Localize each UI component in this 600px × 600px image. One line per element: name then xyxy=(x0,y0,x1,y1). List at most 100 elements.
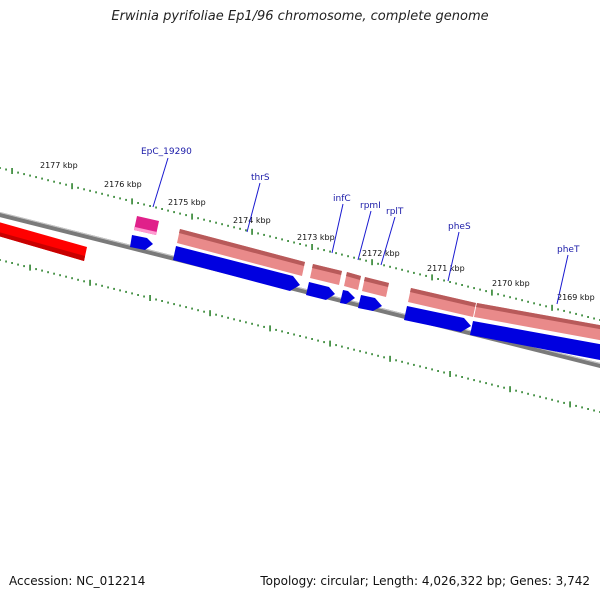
minor-tick xyxy=(251,322,253,325)
scale-label: 2170 kbp xyxy=(492,279,530,288)
minor-tick xyxy=(293,241,295,244)
gene-label: rpmI xyxy=(360,201,381,211)
minor-tick xyxy=(215,221,217,224)
minor-tick xyxy=(41,177,43,180)
major-tick xyxy=(569,401,571,408)
minor-tick xyxy=(359,350,361,353)
minor-tick xyxy=(437,370,439,372)
cds-EpC_19290 xyxy=(130,235,153,250)
minor-tick xyxy=(17,263,19,266)
minor-tick xyxy=(497,385,499,388)
minor-tick xyxy=(473,379,475,382)
minor-tick xyxy=(503,386,505,389)
minor-tick xyxy=(467,377,469,380)
minor-tick xyxy=(113,287,115,290)
minor-tick xyxy=(155,206,157,209)
map-title: Erwinia pyrifoliae Ep1/96 chromosome, co… xyxy=(111,9,489,24)
minor-tick xyxy=(437,278,439,280)
minor-tick xyxy=(239,227,241,230)
minor-tick xyxy=(245,321,247,324)
cds-rpmI-reverse xyxy=(340,290,355,304)
minor-tick xyxy=(497,293,499,296)
minor-tick xyxy=(401,360,403,363)
minor-tick xyxy=(407,362,409,365)
major-tick xyxy=(491,289,493,296)
minor-tick xyxy=(551,398,553,401)
minor-tick xyxy=(173,211,175,214)
minor-tick xyxy=(287,240,289,242)
minor-tick xyxy=(101,192,103,195)
minor-tick xyxy=(479,380,481,383)
major-tick xyxy=(191,213,193,220)
minor-tick xyxy=(353,348,355,351)
minor-tick xyxy=(11,262,13,264)
minor-tick xyxy=(581,406,583,409)
minor-tick xyxy=(143,203,145,206)
minor-tick xyxy=(359,258,361,261)
gene-labels: EpC_19290 thrS infC rpmI rplT pheS pheT xyxy=(141,147,580,255)
scale-label: 2169 kbp xyxy=(557,293,595,302)
minor-tick xyxy=(29,174,31,177)
minor-tick xyxy=(5,168,7,171)
minor-tick xyxy=(83,188,85,191)
minor-tick xyxy=(173,303,175,306)
minor-tick xyxy=(335,344,337,347)
minor-tick xyxy=(395,359,397,362)
leader-line xyxy=(380,216,396,266)
scale-label: 2176 kbp xyxy=(104,180,142,189)
minor-tick xyxy=(155,298,157,301)
major-tick xyxy=(71,183,73,190)
scale-label: 2172 kbp xyxy=(362,249,400,258)
gene-label-leaders xyxy=(152,157,569,305)
minor-tick xyxy=(401,268,403,271)
rrna-feature-shade xyxy=(0,232,85,261)
minor-tick xyxy=(557,400,559,403)
minor-tick xyxy=(125,198,127,201)
minor-tick xyxy=(413,271,415,274)
minor-tick xyxy=(461,284,463,286)
scale-label: 2175 kbp xyxy=(168,198,206,207)
scale-label: 2171 kbp xyxy=(427,264,465,273)
cds-pheT xyxy=(474,303,600,341)
major-tick xyxy=(431,274,433,281)
cds-thrS-reverse xyxy=(173,246,300,291)
cds-pheT-reverse xyxy=(470,321,600,361)
minor-tick xyxy=(257,324,259,327)
minor-tick xyxy=(179,212,181,215)
minor-tick xyxy=(323,249,325,252)
major-tick xyxy=(509,386,511,393)
major-tick xyxy=(251,228,253,235)
minor-tick xyxy=(485,290,487,293)
minor-tick xyxy=(53,180,55,183)
minor-tick xyxy=(41,269,43,272)
minor-tick xyxy=(35,176,37,179)
minor-tick xyxy=(131,292,133,295)
major-tick xyxy=(209,310,211,317)
minor-tick xyxy=(563,309,565,312)
minor-tick xyxy=(143,295,145,298)
minor-tick xyxy=(59,274,61,277)
minor-tick xyxy=(317,339,319,342)
scale-labels: 2177 kbp 2176 kbp 2175 kbp 2174 kbp 2173… xyxy=(40,161,595,302)
minor-tick xyxy=(479,288,481,291)
minor-tick xyxy=(593,409,595,412)
minor-tick xyxy=(515,389,517,392)
reverse-cds-track xyxy=(130,235,600,361)
minor-tick xyxy=(383,264,385,267)
minor-tick xyxy=(329,250,331,253)
minor-tick xyxy=(167,209,169,212)
leader-line xyxy=(447,231,460,282)
minor-tick xyxy=(215,313,217,316)
minor-tick xyxy=(311,338,313,340)
minor-tick xyxy=(563,401,565,404)
minor-tick xyxy=(545,397,547,400)
minor-tick xyxy=(341,345,343,348)
minor-tick xyxy=(275,328,277,331)
minor-tick xyxy=(455,374,457,377)
outer-tick-track xyxy=(0,167,600,321)
minor-tick xyxy=(353,256,355,259)
minor-tick xyxy=(77,186,79,189)
minor-tick xyxy=(377,262,379,265)
minor-tick xyxy=(389,265,391,268)
minor-tick xyxy=(137,294,139,296)
